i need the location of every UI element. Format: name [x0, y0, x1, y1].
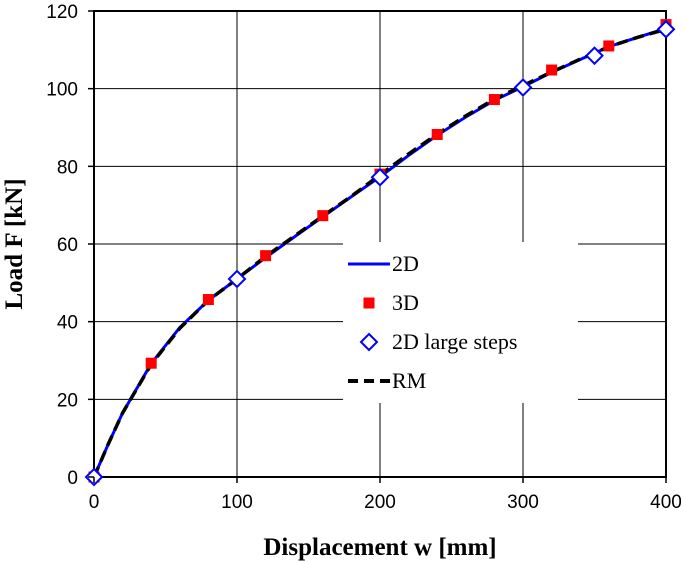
y-tick-label: 20	[57, 390, 78, 411]
series-line-2d	[92, 27, 667, 478]
data-point-3d	[260, 250, 272, 262]
x-tick-label: 300	[507, 492, 539, 513]
data-point-2d-large-steps	[227, 269, 247, 289]
series-layer	[84, 19, 676, 487]
data-point-3d	[488, 94, 500, 106]
data-point-3d	[202, 294, 214, 306]
data-point-3d	[603, 40, 615, 52]
tick-labels: 0 100 200 300 400 0 20 40 60 80 100 120	[46, 2, 682, 513]
data-point-2d-large-steps	[585, 46, 604, 66]
legend-label-2d-large-steps: 2D large steps	[392, 329, 517, 354]
y-axis-title: Load F [kN]	[1, 178, 28, 309]
legend-label-rm: RM	[392, 368, 426, 393]
data-point-3d	[317, 210, 329, 222]
y-tick-label: 60	[57, 235, 78, 256]
data-point-3d	[145, 357, 157, 369]
y-tick-label: 100	[46, 80, 78, 101]
x-tick-label: 400	[650, 492, 682, 513]
y-tick-label: 0	[67, 468, 78, 489]
x-tick-label: 0	[89, 492, 100, 513]
x-tick-label: 200	[364, 492, 396, 513]
y-tick-label: 40	[57, 313, 78, 334]
legend-swatch-2d-large-steps	[359, 332, 379, 352]
x-tick-label: 100	[221, 492, 253, 513]
data-point-2d-large-steps	[656, 19, 676, 39]
y-tick-label: 120	[46, 2, 78, 23]
legend: 2D 3D 2D large steps RM	[343, 242, 578, 403]
data-point-3d	[431, 128, 443, 140]
legend-swatch-3d	[363, 297, 375, 309]
data-point-3d	[546, 64, 558, 76]
y-tick-label: 80	[57, 157, 78, 178]
data-point-2d-large-steps	[370, 167, 390, 187]
x-axis-title: Displacement w [mm]	[263, 534, 496, 561]
legend-label-2d: 2D	[392, 251, 419, 276]
legend-background	[343, 242, 578, 403]
legend-label-3d: 3D	[392, 290, 419, 315]
data-point-2d-large-steps	[513, 78, 533, 97]
